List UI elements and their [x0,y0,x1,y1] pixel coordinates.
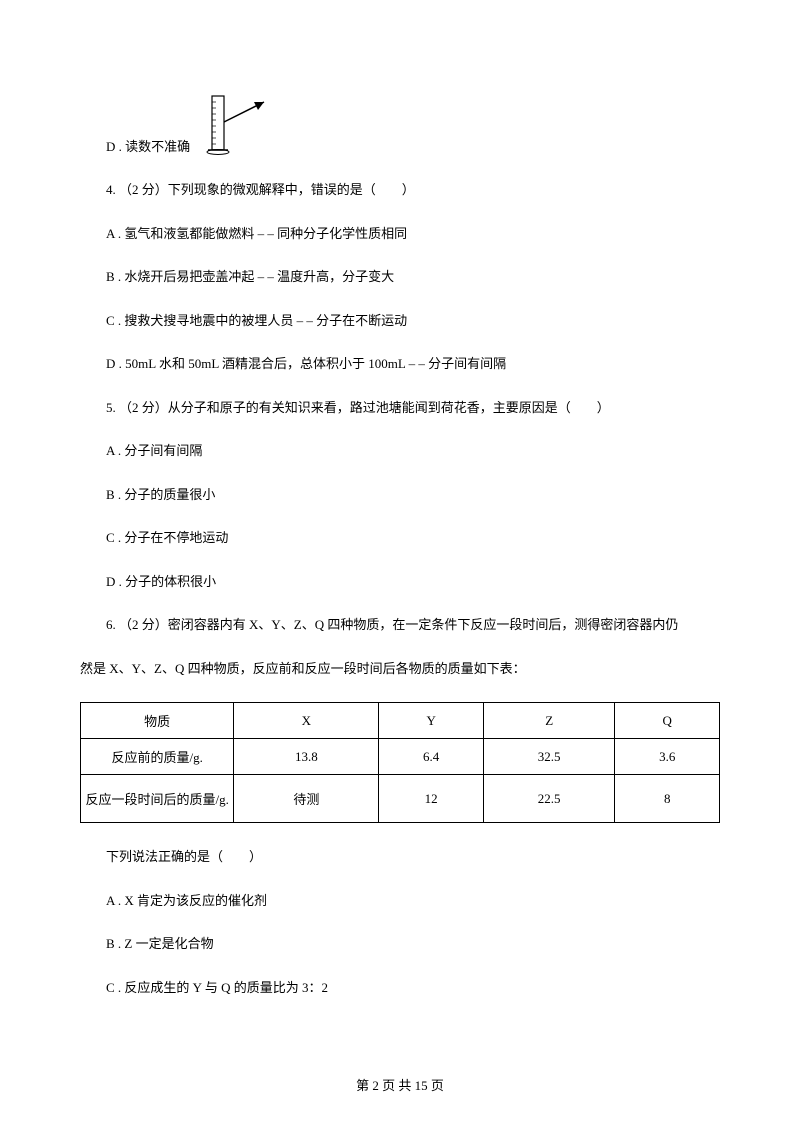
table-cell: 32.5 [483,739,614,775]
q6-after: 下列说法正确的是（ ） [80,847,720,867]
q4-option-b: B . 水烧开后易把壶盖冲起 – – 温度升高，分子变大 [80,267,720,287]
q6-stem-2: 然是 X、Y、Z、Q 四种物质，反应前和反应一段时间后各物质的质量如下表： [80,659,720,679]
cylinder-icon [194,90,274,160]
table-row: 反应前的质量/g. 13.8 6.4 32.5 3.6 [81,739,720,775]
q5-option-a: A . 分子间有间隔 [80,441,720,461]
table-row: 物质 X Y Z Q [81,703,720,739]
table-cell: 8 [615,775,720,823]
q5-option-c: C . 分子在不停地运动 [80,528,720,548]
q5-stem: 5. （2 分）从分子和原子的有关知识来看，路过池塘能闻到荷花香，主要原因是（ … [80,398,720,418]
table-header: 物质 [81,703,234,739]
q6-stem-1: 6. （2 分）密闭容器内有 X、Y、Z、Q 四种物质，在一定条件下反应一段时间… [80,615,720,635]
table-header: Q [615,703,720,739]
page-footer: 第 2 页 共 15 页 [0,1075,800,1094]
table-cell: 3.6 [615,739,720,775]
table-row: 反应一段时间后的质量/g. 待测 12 22.5 8 [81,775,720,823]
table-cell: 反应前的质量/g. [81,739,234,775]
table-cell: 6.4 [379,739,484,775]
q4-stem: 4. （2 分）下列现象的微观解释中，错误的是（ ） [80,180,720,200]
table-cell: 12 [379,775,484,823]
q5-option-d: D . 分子的体积很小 [80,572,720,592]
q6-option-a: A . X 肯定为该反应的催化剂 [80,891,720,911]
table-header: X [234,703,379,739]
table-header: Y [379,703,484,739]
q4-option-a: A . 氢气和液氢都能做燃料 – – 同种分子化学性质相同 [80,224,720,244]
q5-option-b: B . 分子的质量很小 [80,485,720,505]
q3-option-d-text: D . 读数不准确 [106,137,190,157]
table-header: Z [483,703,614,739]
q4-option-d: D . 50mL 水和 50mL 酒精混合后，总体积小于 100mL – – 分… [80,354,720,374]
q6-option-b: B . Z 一定是化合物 [80,934,720,954]
table-cell: 待测 [234,775,379,823]
q6-option-c: C . 反应成生的 Y 与 Q 的质量比为 3：2 [80,978,720,998]
q4-option-c: C . 搜救犬搜寻地震中的被埋人员 – – 分子在不断运动 [80,311,720,331]
mass-table: 物质 X Y Z Q 反应前的质量/g. 13.8 6.4 32.5 3.6 反… [80,702,720,823]
table-cell: 反应一段时间后的质量/g. [81,775,234,823]
table-cell: 13.8 [234,739,379,775]
q3-option-d: D . 读数不准确 [80,90,720,156]
table-cell: 22.5 [483,775,614,823]
